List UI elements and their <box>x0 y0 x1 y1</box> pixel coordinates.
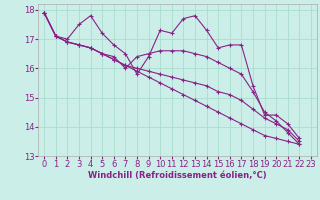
X-axis label: Windchill (Refroidissement éolien,°C): Windchill (Refroidissement éolien,°C) <box>88 171 267 180</box>
